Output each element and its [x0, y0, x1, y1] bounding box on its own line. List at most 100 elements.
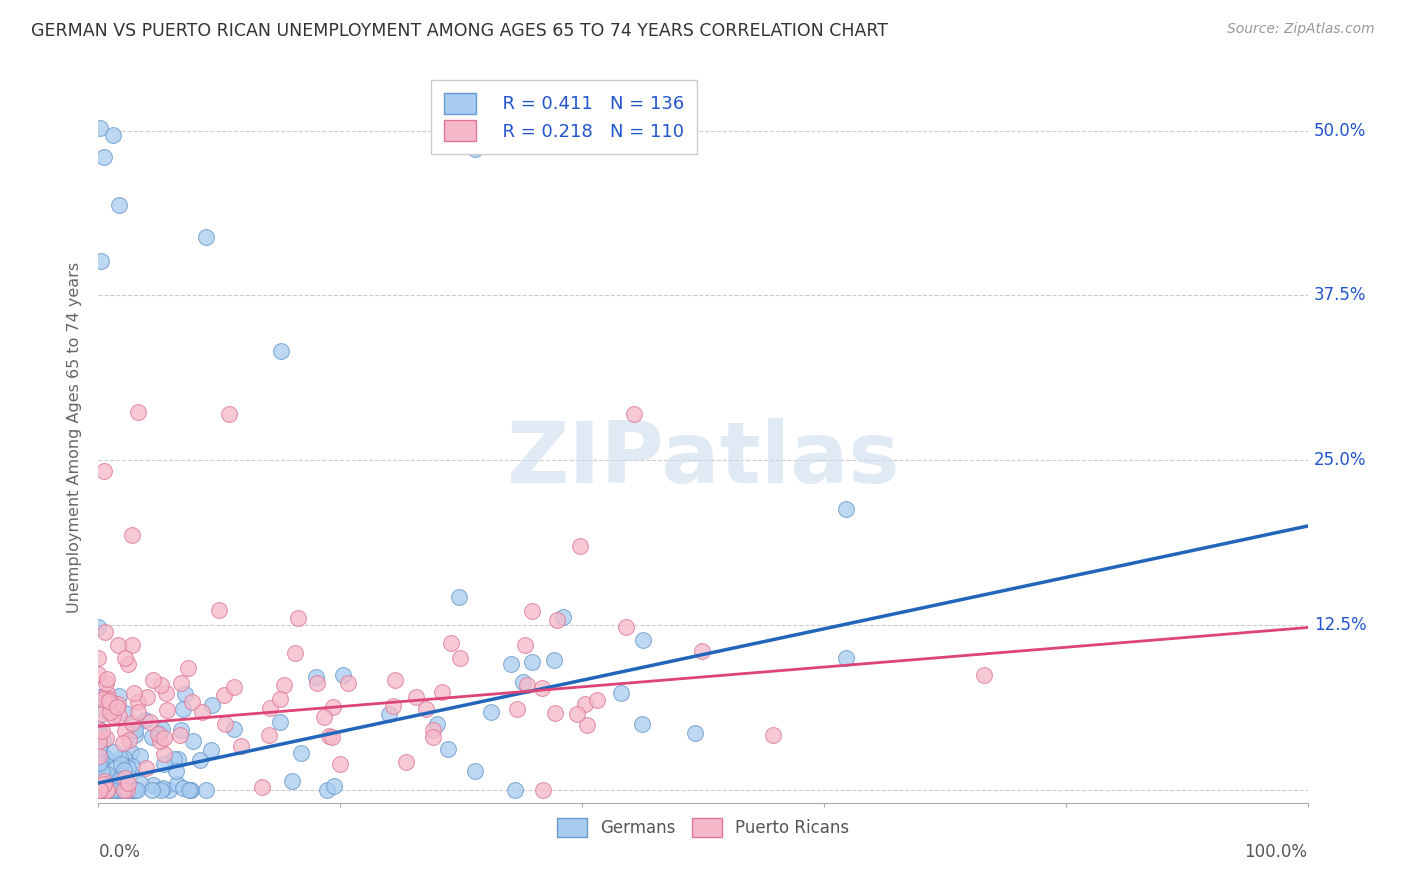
Point — [152, 731, 174, 745]
Point — [90, 782, 112, 797]
Point — [172, 701, 194, 715]
Point — [835, 501, 858, 516]
Point — [122, 782, 145, 797]
Point — [118, 733, 141, 747]
Point — [440, 636, 463, 650]
Point — [103, 709, 125, 723]
Point — [553, 610, 575, 624]
Point — [318, 729, 340, 743]
Point — [91, 782, 114, 797]
Point — [107, 782, 129, 797]
Text: GERMAN VS PUERTO RICAN UNEMPLOYMENT AMONG AGES 65 TO 74 YEARS CORRELATION CHART: GERMAN VS PUERTO RICAN UNEMPLOYMENT AMON… — [31, 22, 889, 40]
Point — [179, 782, 201, 797]
Text: ZIPatlas: ZIPatlas — [506, 417, 900, 500]
Point — [124, 723, 146, 737]
Point — [127, 706, 149, 720]
Point — [96, 676, 118, 690]
Point — [94, 625, 117, 640]
Point — [181, 695, 204, 709]
Point — [93, 768, 115, 782]
Point — [96, 672, 118, 686]
Point — [129, 748, 152, 763]
Point — [89, 774, 111, 789]
Point — [124, 782, 146, 797]
Point — [574, 698, 596, 712]
Point — [180, 782, 202, 797]
Point — [436, 742, 458, 756]
Point — [152, 781, 174, 796]
Y-axis label: Unemployment Among Ages 65 to 74 years: Unemployment Among Ages 65 to 74 years — [67, 261, 83, 613]
Point — [201, 698, 224, 712]
Point — [97, 694, 120, 708]
Legend: Germans, Puerto Ricans: Germans, Puerto Ricans — [548, 810, 858, 846]
Point — [973, 668, 995, 682]
Point — [149, 734, 172, 748]
Point — [533, 782, 555, 797]
Point — [218, 407, 240, 421]
Point — [96, 782, 118, 797]
Point — [630, 717, 652, 731]
Point — [93, 749, 115, 764]
Point — [139, 714, 162, 729]
Point — [135, 760, 157, 774]
Point — [449, 651, 471, 665]
Point — [405, 690, 427, 705]
Point — [337, 676, 360, 690]
Point — [107, 782, 129, 797]
Point — [96, 686, 118, 700]
Point — [96, 766, 118, 780]
Point — [422, 723, 444, 737]
Point — [329, 756, 352, 771]
Point — [112, 751, 135, 765]
Point — [90, 782, 112, 797]
Point — [515, 638, 537, 652]
Point — [108, 782, 131, 797]
Point — [91, 764, 114, 779]
Point — [136, 690, 159, 704]
Point — [129, 777, 152, 791]
Point — [87, 770, 110, 784]
Point — [586, 693, 609, 707]
Point — [90, 782, 112, 797]
Point — [195, 782, 218, 797]
Point — [103, 745, 125, 759]
Point — [464, 764, 486, 779]
Point — [165, 764, 187, 779]
Point — [114, 706, 136, 720]
Point — [214, 717, 236, 731]
Point — [259, 700, 281, 714]
Point — [89, 782, 111, 797]
Point — [121, 638, 143, 652]
Point — [108, 709, 131, 723]
Point — [316, 782, 339, 797]
Point — [105, 699, 128, 714]
Point — [177, 661, 200, 675]
Point — [153, 757, 176, 772]
Text: 100.0%: 100.0% — [1244, 843, 1308, 861]
Point — [305, 670, 328, 684]
Point — [112, 736, 135, 750]
Point — [87, 782, 110, 797]
Point — [93, 150, 115, 164]
Point — [115, 782, 138, 797]
Point — [93, 750, 115, 764]
Point — [87, 666, 110, 681]
Point — [107, 698, 129, 712]
Point — [114, 723, 136, 738]
Point — [89, 725, 111, 739]
Text: 25.0%: 25.0% — [1313, 451, 1367, 469]
Point — [181, 734, 204, 748]
Point — [163, 751, 186, 765]
Point — [117, 776, 139, 790]
Point — [96, 782, 118, 797]
Point — [522, 604, 544, 618]
Text: 37.5%: 37.5% — [1313, 286, 1367, 304]
Point — [312, 709, 335, 723]
Point — [191, 705, 214, 719]
Point — [269, 692, 291, 706]
Point — [89, 782, 111, 797]
Point — [426, 717, 449, 731]
Point — [280, 774, 302, 789]
Point — [114, 782, 136, 797]
Point — [112, 763, 135, 777]
